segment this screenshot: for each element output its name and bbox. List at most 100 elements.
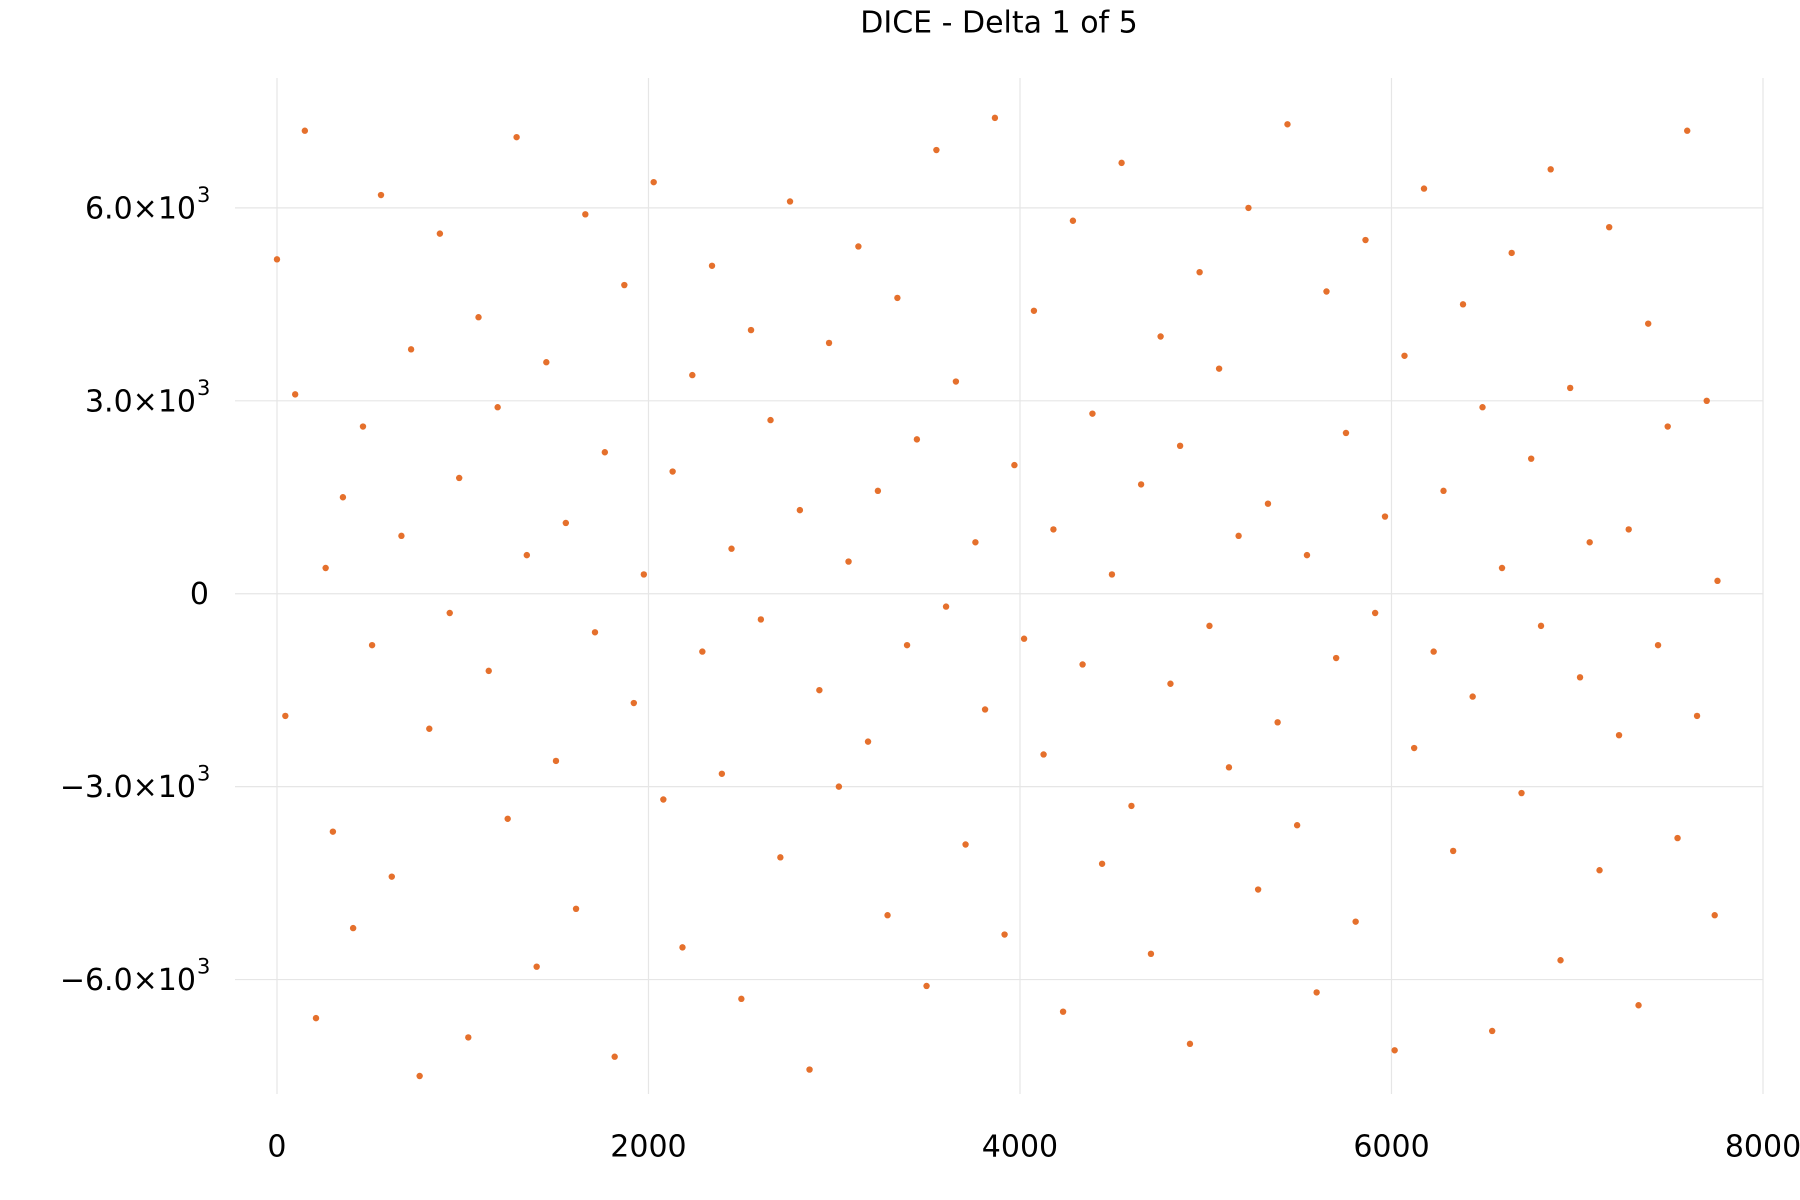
point — [640, 571, 648, 578]
y-tick-label: 6.0×10 — [85, 191, 196, 226]
x-tick-label: 4000 — [982, 1130, 1058, 1165]
point — [1674, 834, 1681, 842]
point — [1635, 1002, 1642, 1009]
point — [1440, 487, 1447, 495]
point — [388, 873, 395, 880]
point — [972, 539, 979, 546]
point — [825, 339, 833, 347]
point — [845, 558, 852, 565]
point — [1264, 500, 1272, 507]
x-tick-label: 6000 — [1353, 1130, 1429, 1165]
point — [1449, 847, 1457, 855]
point — [816, 686, 823, 694]
point — [377, 191, 385, 199]
point — [1420, 185, 1428, 192]
point — [1069, 217, 1077, 224]
point — [322, 564, 329, 572]
point — [933, 146, 940, 154]
point — [416, 1072, 423, 1080]
point — [962, 841, 969, 848]
point — [1498, 564, 1506, 572]
point — [874, 487, 882, 495]
point — [562, 519, 570, 527]
point — [757, 616, 765, 623]
point — [660, 796, 667, 803]
point — [1596, 867, 1603, 874]
y-tick-exponent: 3 — [197, 376, 210, 400]
point — [1059, 1008, 1067, 1015]
point — [1391, 1047, 1398, 1054]
point — [1147, 950, 1155, 958]
point — [1001, 931, 1008, 938]
point — [446, 609, 453, 617]
x-tick-label: 2000 — [610, 1130, 686, 1165]
point — [728, 545, 735, 552]
point — [1703, 397, 1710, 405]
point — [552, 757, 560, 765]
y-tick-label: 0 — [190, 577, 209, 612]
point — [1303, 551, 1311, 559]
point — [339, 494, 347, 501]
point — [991, 114, 999, 122]
point — [1040, 751, 1047, 758]
point — [436, 230, 444, 237]
point — [494, 404, 501, 411]
point — [1684, 127, 1691, 134]
point — [1323, 288, 1330, 295]
point — [1215, 365, 1223, 372]
point — [312, 1014, 320, 1022]
point — [923, 982, 930, 990]
point — [1137, 481, 1145, 488]
point — [942, 603, 950, 610]
point — [1547, 166, 1554, 173]
point — [1245, 204, 1252, 212]
point — [708, 262, 716, 269]
point — [1469, 693, 1476, 700]
point — [884, 912, 891, 919]
point — [475, 314, 482, 321]
point — [301, 127, 309, 134]
point — [1020, 635, 1028, 642]
point — [855, 243, 862, 250]
y-tick-exponent: 3 — [197, 762, 210, 786]
point — [1342, 429, 1350, 437]
point — [359, 423, 367, 430]
point — [1157, 333, 1164, 340]
point — [533, 963, 540, 970]
point — [1576, 674, 1584, 681]
point — [1089, 410, 1096, 417]
point — [1293, 822, 1301, 829]
point — [1108, 571, 1116, 578]
point — [1430, 648, 1437, 655]
point — [523, 551, 531, 559]
point — [398, 532, 405, 540]
point — [1313, 989, 1320, 996]
point — [894, 294, 901, 302]
point — [981, 706, 989, 713]
point — [786, 198, 794, 205]
point — [1371, 609, 1379, 617]
point — [1625, 526, 1632, 533]
point — [1711, 912, 1718, 919]
point — [329, 828, 337, 835]
point — [747, 326, 755, 334]
point — [349, 924, 357, 932]
x-tick-label: 0 — [267, 1130, 286, 1165]
point — [1274, 719, 1281, 726]
point — [368, 641, 376, 649]
point — [1605, 223, 1613, 231]
point — [582, 211, 589, 218]
point — [1225, 764, 1233, 771]
point — [952, 378, 960, 385]
point — [1118, 159, 1125, 167]
point — [572, 905, 580, 913]
point — [1381, 513, 1389, 520]
point — [621, 281, 628, 289]
point — [777, 854, 784, 861]
y-tick-exponent: 3 — [197, 955, 210, 979]
point — [1557, 957, 1564, 964]
point — [1508, 249, 1515, 257]
point — [1284, 121, 1291, 128]
point — [465, 1034, 472, 1041]
point — [1352, 918, 1359, 925]
